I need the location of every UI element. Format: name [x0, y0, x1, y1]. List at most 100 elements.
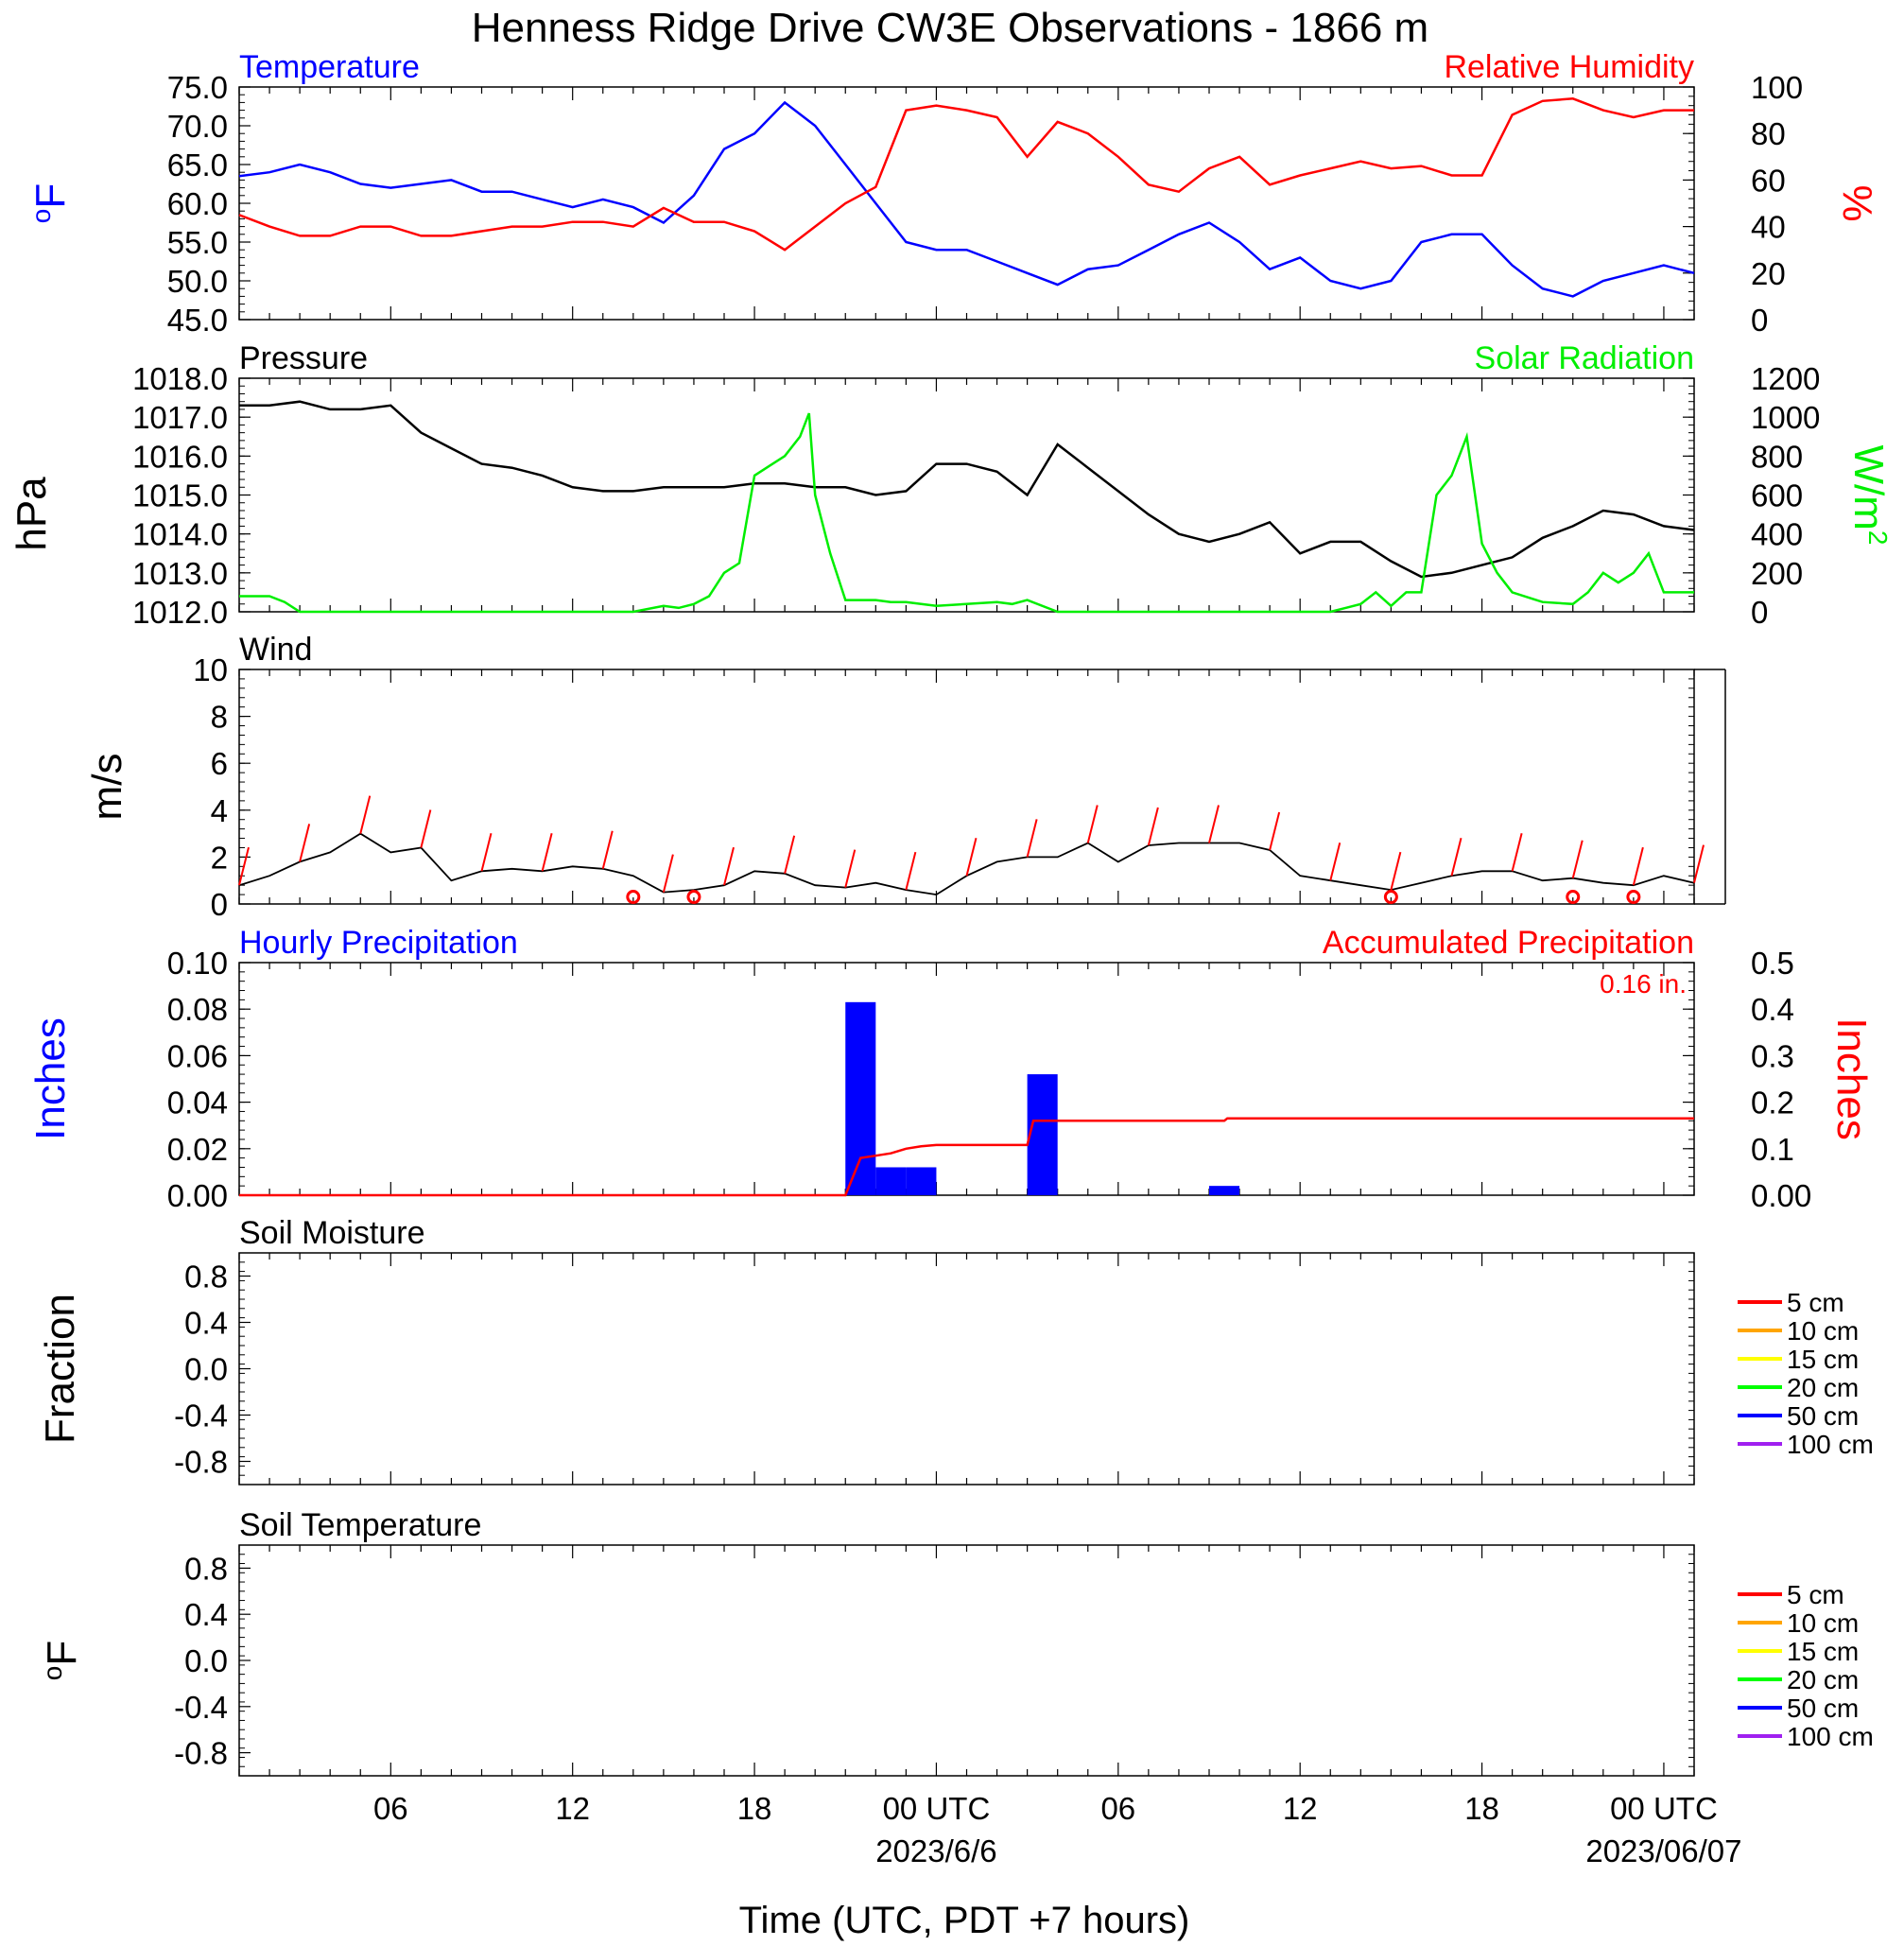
wind-barb: [480, 833, 493, 872]
y-tick-label: 0.4: [184, 1597, 228, 1632]
y-right-tick-label: 0: [1751, 595, 1768, 630]
wind-barb: [1269, 811, 1281, 851]
precip-bar: [1027, 1074, 1058, 1195]
wind-barb: [662, 854, 674, 893]
y-tick-label: 8: [211, 700, 228, 735]
y-axis-label-left: oF: [26, 183, 75, 223]
x-tick-label: 06: [1100, 1791, 1135, 1826]
y-tick-label: 70.0: [167, 109, 228, 144]
panel-left-title: Temperature: [239, 49, 420, 85]
precip-bar: [875, 1167, 907, 1195]
wind-barb: [420, 809, 432, 848]
panel-left-title: Soil Moisture: [239, 1215, 425, 1251]
plot-frame: [238, 86, 1695, 321]
x-tick-label: 12: [555, 1791, 590, 1826]
precip-bar: [1209, 1186, 1240, 1195]
y-right-tick-label: 0.5: [1751, 946, 1794, 981]
x-date-label: 2023/06/07: [1585, 1833, 1741, 1868]
panel-left-title: Pressure: [239, 340, 368, 376]
calm-wind-marker: [1383, 890, 1398, 905]
y-axis-label-left: Inches: [27, 1017, 74, 1140]
legend-label: 100 cm: [1787, 1722, 1874, 1751]
y-tick-label: 0.0: [184, 1352, 228, 1387]
y-tick-label: 65.0: [167, 148, 228, 182]
y-tick-label: 0.02: [167, 1132, 228, 1167]
legend-label: 10 cm: [1787, 1608, 1859, 1638]
y-tick-label: 6: [211, 746, 228, 781]
panel-left-title: Soil Temperature: [239, 1507, 481, 1543]
x-axis-labels: 06 12 18 00 UTC 06 12 18 00 UTC 2023/6/6 2023/06/…: [373, 1791, 1742, 1868]
y-right-tick-label: 20: [1751, 256, 1786, 291]
y-right-tick-label: 1200: [1751, 361, 1820, 396]
y-tick-label: 1015.0: [132, 478, 228, 513]
wind-barb: [905, 851, 917, 891]
plot-frame: [238, 1544, 1695, 1777]
wind-barb: [1450, 837, 1463, 877]
y-tick-label: 10: [193, 652, 228, 687]
wind-barb: [965, 837, 978, 877]
panel-pressure-solar: 1012.0 1013.0 1014.0 1015.0 1016.0 1017.0 1018…: [9, 340, 1894, 630]
y-tick-label: 0.0: [184, 1643, 228, 1678]
wind-barb: [1390, 851, 1402, 891]
panel-right-title: Accumulated Precipitation: [1323, 925, 1694, 961]
y-axis-label-right: Inches: [1828, 1017, 1875, 1140]
y-tick-label: -0.8: [174, 1736, 228, 1771]
y-tick-label: 0.8: [184, 1260, 228, 1294]
y-tick-label: 0: [211, 887, 228, 922]
series-line-temperature: [238, 100, 1695, 298]
legend-label: 5 cm: [1787, 1288, 1844, 1317]
wind-barb: [1693, 844, 1705, 883]
y-right-tick-label: 100: [1751, 70, 1803, 105]
series-line-wind: [238, 832, 1695, 896]
y-axis-label-left: m/s: [84, 754, 130, 821]
panel-wind: 0 2 4 6 8 10 Wind m/s: [84, 632, 1726, 922]
y-right-tick-label: 0.00: [1751, 1178, 1811, 1213]
y-right-tick-label: 400: [1751, 517, 1803, 552]
y-tick-label: 1016.0: [132, 439, 228, 474]
y-tick-label: 1017.0: [132, 400, 228, 435]
panel-precipitation: 0.00 0.02 0.04 0.06 0.08 0.10 0.00 0.1 0.2 0.3 0.4…: [27, 925, 1875, 1213]
y-tick-label: 0.8: [184, 1551, 228, 1586]
panel-right-title: Relative Humidity: [1444, 49, 1694, 85]
y-right-tick-label: 600: [1751, 478, 1803, 513]
series-line-accumulated-precipitation: [239, 1117, 1694, 1197]
panel-left-title: Wind: [239, 632, 312, 668]
x-tick-label: 18: [737, 1791, 772, 1826]
legend-label: 100 cm: [1787, 1430, 1874, 1459]
y-axis-label-left: hPa: [9, 477, 55, 551]
series-line-relative-humidity: [238, 97, 1694, 252]
y-tick-label: 0.04: [167, 1086, 228, 1121]
panel-soil-moisture: -0.8 -0.4 0.0 0.4 0.8 Soil Moisture Fraction 5 …: [37, 1215, 1874, 1486]
y-tick-label: -0.4: [174, 1690, 228, 1725]
wind-barb: [601, 830, 614, 870]
plot-frame: [238, 962, 1695, 1196]
y-tick-label: 0.00: [167, 1178, 228, 1213]
wind-barb: [784, 835, 796, 875]
y-axis-label-right: %: [1834, 184, 1880, 221]
x-tick-label: 12: [1283, 1791, 1318, 1826]
calm-wind-marker: [1566, 890, 1581, 905]
legend-label: 15 cm: [1787, 1637, 1859, 1666]
panel-temperature-humidity: 45.0 50.0 55.0 60.0 65.0 70.0 75.0 0 20 40 60 80 100…: [26, 49, 1881, 338]
series-line-solar-radiation: [239, 412, 1694, 614]
y-right-tick-label: 60: [1751, 163, 1786, 198]
y-tick-label: 0.10: [167, 946, 228, 981]
y-tick-label: 0.08: [167, 992, 228, 1027]
y-right-tick-label: 0.3: [1751, 1038, 1794, 1073]
y-tick-label: 75.0: [167, 70, 228, 105]
y-tick-label: 1012.0: [132, 595, 228, 630]
wind-barb: [1147, 807, 1159, 846]
x-tick-label: 06: [373, 1791, 408, 1826]
calm-wind-marker: [686, 890, 701, 905]
legend-label: 20 cm: [1787, 1373, 1859, 1402]
x-tick-label: 00 UTC: [1610, 1791, 1718, 1826]
wind-barb: [238, 846, 250, 886]
legend-label: 20 cm: [1787, 1665, 1859, 1694]
y-tick-label: 45.0: [167, 303, 228, 338]
wind-barb: [541, 833, 553, 872]
wind-barb: [1632, 846, 1644, 886]
